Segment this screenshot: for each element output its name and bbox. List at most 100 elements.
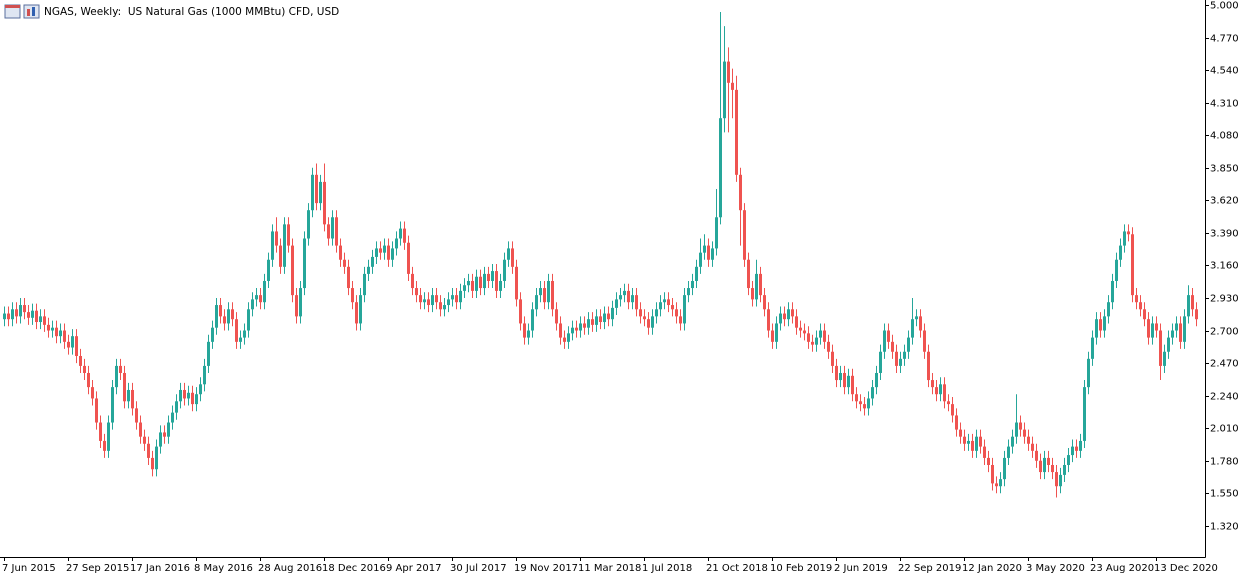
candle-body [1007, 446, 1010, 458]
candle-body [1195, 309, 1198, 320]
candle-body [1031, 443, 1034, 451]
candle-body [971, 440, 974, 451]
candle-body [543, 288, 546, 303]
candle-body [387, 245, 390, 260]
candle-body [799, 327, 802, 331]
candle-body [267, 259, 270, 281]
candle-body [643, 316, 646, 320]
candle-body [7, 313, 10, 320]
candle-body [383, 245, 386, 253]
candle-body [923, 330, 926, 352]
candle-body [23, 305, 26, 313]
candle-body [283, 224, 286, 267]
candle-body [1035, 450, 1038, 461]
candle-body [683, 295, 686, 324]
candle-body [851, 375, 854, 395]
candle-body [571, 327, 574, 334]
candle-body [363, 273, 366, 296]
candle-body [271, 231, 274, 260]
candle-body [779, 313, 782, 324]
candle-body [75, 336, 78, 356]
candle-body [471, 280, 474, 291]
candle-body [463, 285, 466, 291]
y-tick-label: 1.780 [1210, 457, 1239, 468]
x-tick-label: 9 Apr 2017 [386, 563, 441, 574]
candle-body [987, 457, 990, 465]
candle-body [1023, 429, 1026, 437]
candle-body [831, 351, 834, 366]
x-tick-label: 17 Jan 2016 [130, 563, 190, 574]
candle-body [523, 323, 526, 338]
x-tick-label: 13 Dec 2020 [1154, 563, 1218, 574]
candle-body [527, 330, 530, 338]
candle-body [151, 457, 154, 470]
candle-body [675, 309, 678, 317]
candle-body [343, 259, 346, 267]
candle-body [511, 248, 514, 267]
candle-body [939, 384, 942, 395]
x-tick-label: 30 Jul 2017 [450, 563, 507, 574]
y-tick-label: 1.320 [1210, 522, 1239, 533]
candle-body [15, 309, 18, 317]
candle-body [495, 271, 498, 291]
candle-body [695, 266, 698, 281]
candle-body [291, 245, 294, 296]
candle-body [603, 313, 606, 323]
candle-body [243, 330, 246, 338]
candle-body [195, 394, 198, 405]
candle-body [739, 174, 742, 211]
candle-body [47, 324, 50, 331]
candle-body [1119, 245, 1122, 260]
candle-body [307, 210, 310, 239]
candle-body [163, 432, 166, 437]
candle-body [875, 372, 878, 388]
candle-body [619, 295, 622, 300]
candle-body [279, 245, 282, 267]
candle-body [351, 288, 354, 303]
candle-body [807, 333, 810, 342]
candle-body [419, 295, 422, 303]
y-tick-label: 3.850 [1210, 164, 1239, 175]
candle-body [475, 276, 478, 291]
candle-body [199, 384, 202, 395]
candle-body [723, 61, 726, 119]
y-tick-label: 3.160 [1210, 261, 1239, 272]
candle-body [375, 248, 378, 257]
candle-body [995, 483, 998, 487]
candle-body [983, 446, 986, 458]
x-tick-label: 7 Jun 2015 [2, 563, 56, 574]
candle-body [855, 394, 858, 402]
candle-body [71, 336, 74, 348]
candle-body [67, 341, 70, 348]
candle-body [575, 327, 578, 331]
candle-body [659, 302, 662, 310]
candle-body [943, 384, 946, 402]
candle-body [551, 280, 554, 310]
candle-body [1163, 351, 1166, 366]
candle-body [555, 309, 558, 324]
candle-body [1047, 457, 1050, 465]
candle-body [563, 337, 566, 342]
candle-body [275, 231, 278, 246]
candle-body [63, 330, 66, 342]
candle-body [911, 319, 914, 338]
candle-body [1099, 319, 1102, 331]
candle-body [711, 248, 714, 260]
x-tick-label: 21 Oct 2018 [706, 563, 768, 574]
candle-body [963, 436, 966, 444]
candle-body [167, 422, 170, 437]
candle-body [1179, 323, 1182, 342]
y-tick-label: 3.620 [1210, 196, 1239, 207]
candle-body [1027, 436, 1030, 444]
candle-body [359, 295, 362, 324]
candle-body [51, 327, 54, 331]
candle-body [607, 313, 610, 320]
candle-body [583, 323, 586, 328]
x-tick-label: 27 Sep 2015 [66, 563, 129, 574]
x-tick-label: 12 Jan 2020 [962, 563, 1022, 574]
candle-body [767, 309, 770, 331]
candle-body [679, 316, 682, 324]
candle-body [215, 305, 218, 328]
candle-body [499, 280, 502, 291]
candle-body [967, 440, 970, 444]
